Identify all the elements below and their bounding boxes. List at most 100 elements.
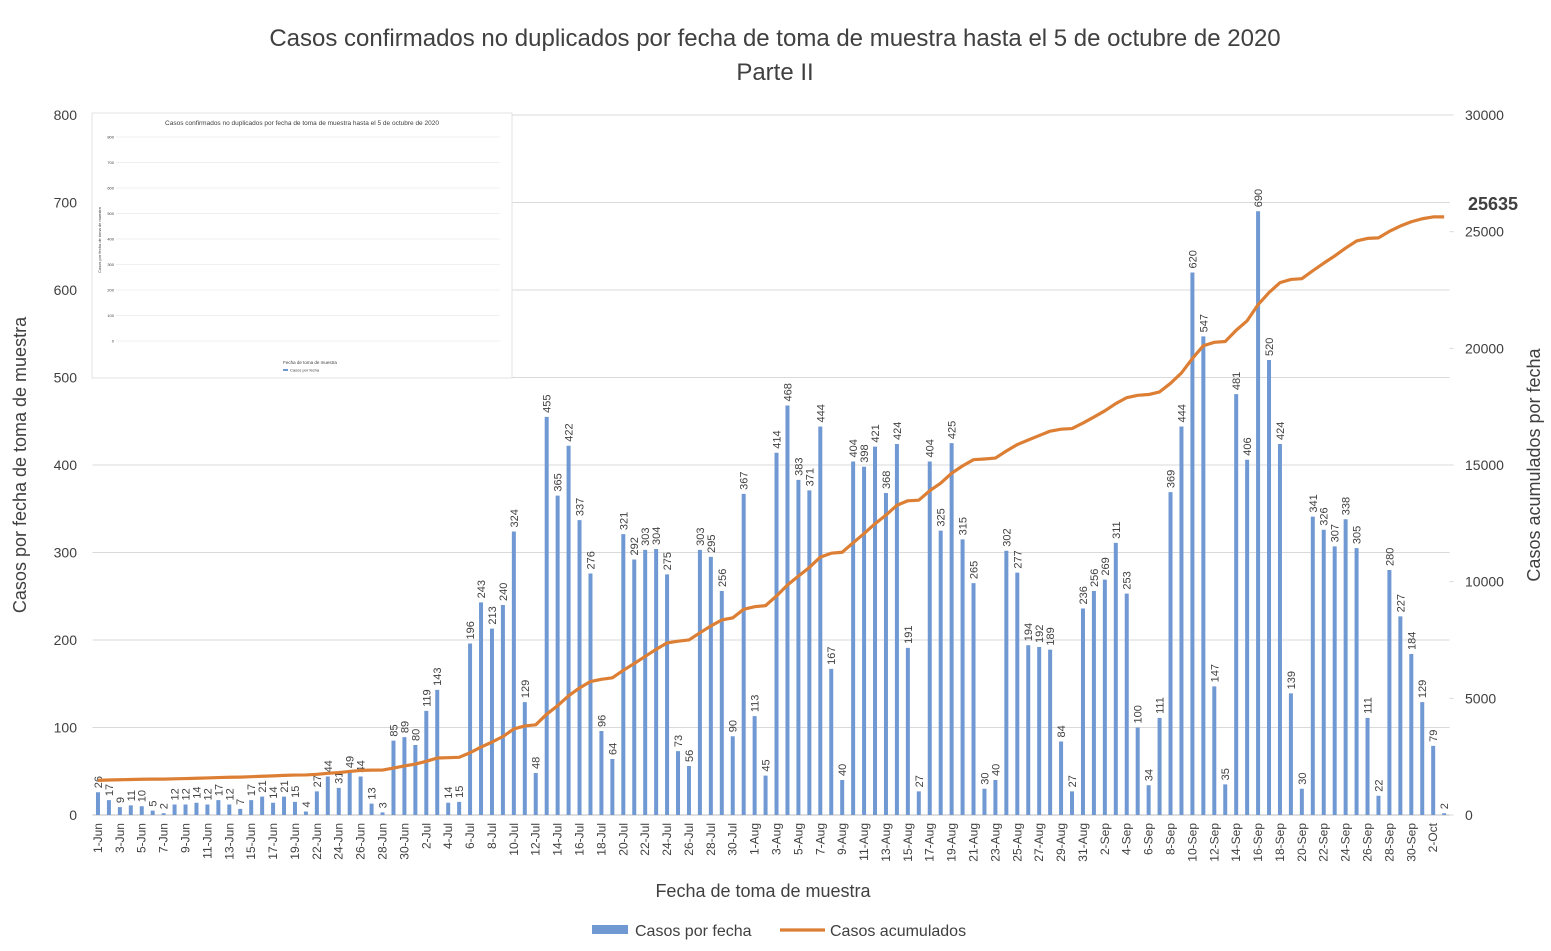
bar — [862, 466, 867, 815]
x-tick-label: 9-Aug — [835, 823, 849, 855]
x-tick-label: 18-Jul — [594, 823, 608, 856]
inset-y-tick-label: 600 — [107, 186, 114, 191]
bar — [336, 787, 341, 815]
x-tick-label: 22-Sep — [1317, 823, 1331, 862]
bar-value-label: 64 — [607, 743, 619, 755]
bar-value-label: 14 — [191, 787, 203, 799]
bar — [139, 806, 144, 815]
inset-y-tick-label: 0 — [112, 339, 115, 344]
bar-value-label: 17 — [213, 784, 225, 796]
bar-value-label: 17 — [104, 784, 116, 796]
bar — [1124, 593, 1129, 815]
bar — [894, 444, 899, 815]
bar-value-label: 27 — [914, 775, 926, 787]
bar — [1015, 572, 1020, 815]
bar — [1146, 785, 1151, 815]
bar — [676, 751, 681, 815]
bar — [785, 405, 790, 815]
bar-value-label: 269 — [1100, 557, 1112, 575]
bar-value-label: 371 — [804, 468, 816, 486]
bar — [183, 804, 188, 815]
x-tick-label: 16-Sep — [1251, 823, 1265, 862]
bar-value-label: 119 — [421, 689, 433, 707]
bar — [632, 559, 637, 815]
x-tick-label: 28-Jun — [376, 823, 390, 860]
bar-value-label: 80 — [410, 729, 422, 741]
x-tick-label: 5-Jun — [135, 823, 149, 853]
bar-value-label: 240 — [498, 583, 510, 601]
bar — [1004, 550, 1009, 815]
bar — [402, 737, 407, 815]
y-tick-label: 100 — [54, 720, 78, 736]
x-tick-label: 13-Aug — [879, 823, 893, 862]
bar — [489, 628, 494, 815]
bar-value-label: 324 — [509, 509, 521, 527]
bar-value-label: 184 — [1406, 632, 1418, 650]
bar — [238, 808, 243, 815]
bar-value-label: 280 — [1384, 548, 1396, 566]
bar — [829, 668, 834, 815]
inset-y-tick-label: 400 — [107, 237, 114, 242]
bar — [1277, 444, 1282, 815]
x-tick-label: 23-Aug — [988, 823, 1002, 862]
bar — [128, 805, 133, 815]
y-tick-label: 600 — [54, 282, 78, 298]
x-tick-label: 15-Jun — [244, 823, 258, 860]
x-tick-label: 7-Jun — [157, 823, 171, 853]
bar — [1102, 579, 1107, 815]
bar — [292, 801, 297, 815]
bar-value-label: 620 — [1187, 250, 1199, 268]
x-tick-label: 4-Sep — [1120, 823, 1134, 855]
bar-value-label: 2 — [159, 803, 171, 809]
bar — [1299, 788, 1304, 815]
bar-value-label: 27 — [1067, 775, 1079, 787]
bar — [730, 736, 735, 815]
inset-y-tick-label: 100 — [107, 313, 114, 318]
x-tick-label: 1-Aug — [748, 823, 762, 855]
bar-value-label: 444 — [815, 404, 827, 422]
bar-value-label: 292 — [629, 537, 641, 555]
x-tick-label: 25-Aug — [1010, 823, 1024, 862]
bar — [774, 452, 779, 815]
bar-value-label: 100 — [1133, 705, 1145, 723]
x-tick-label: 26-Jul — [682, 823, 696, 856]
bar-value-label: 12 — [170, 788, 182, 800]
x-tick-label: 3-Aug — [770, 823, 784, 855]
y2-tick-label: 30000 — [1465, 107, 1504, 123]
bar — [1310, 516, 1315, 815]
bar — [358, 776, 363, 815]
bar-value-label: 129 — [1417, 680, 1429, 698]
bar-value-label: 444 — [1176, 404, 1188, 422]
bar-value-label: 404 — [925, 439, 937, 457]
bar — [697, 549, 702, 815]
x-tick-label: 11-Aug — [857, 823, 871, 861]
bar-value-label: 79 — [1428, 730, 1440, 742]
bar-value-label: 129 — [520, 680, 532, 698]
bar-value-label: 2 — [1439, 803, 1451, 809]
bar-value-label: 30 — [979, 773, 991, 785]
inset-y-label: Casos por fecha de toma de muestra — [97, 206, 102, 273]
bar — [621, 534, 626, 815]
bar — [1190, 272, 1195, 815]
legend-label: Casos por fecha — [635, 923, 752, 940]
x-tick-label: 24-Jun — [332, 823, 346, 860]
bar — [1113, 542, 1118, 815]
y2-axis-label: Casos acumulados por fecha — [1524, 347, 1544, 581]
legend-label: Casos acumulados — [830, 923, 966, 940]
bar-value-label: 365 — [553, 473, 565, 491]
bar-value-label: 303 — [695, 528, 707, 546]
bar — [1037, 647, 1042, 815]
y-tick-label: 800 — [54, 107, 78, 123]
inset-frame — [91, 112, 513, 379]
bar-value-label: 341 — [1308, 494, 1320, 512]
chart-title: Casos confirmados no duplicados por fech… — [269, 25, 1280, 52]
bar — [260, 796, 265, 815]
bar — [435, 689, 440, 815]
inset-title: Casos confirmados no duplicados por fech… — [165, 120, 439, 127]
x-tick-label: 5-Aug — [791, 823, 805, 855]
bar-value-label: 14 — [268, 787, 280, 799]
x-tick-label: 1-Jun — [91, 823, 105, 853]
x-tick-label: 14-Jul — [551, 823, 565, 856]
bar-value-label: 213 — [487, 606, 499, 624]
